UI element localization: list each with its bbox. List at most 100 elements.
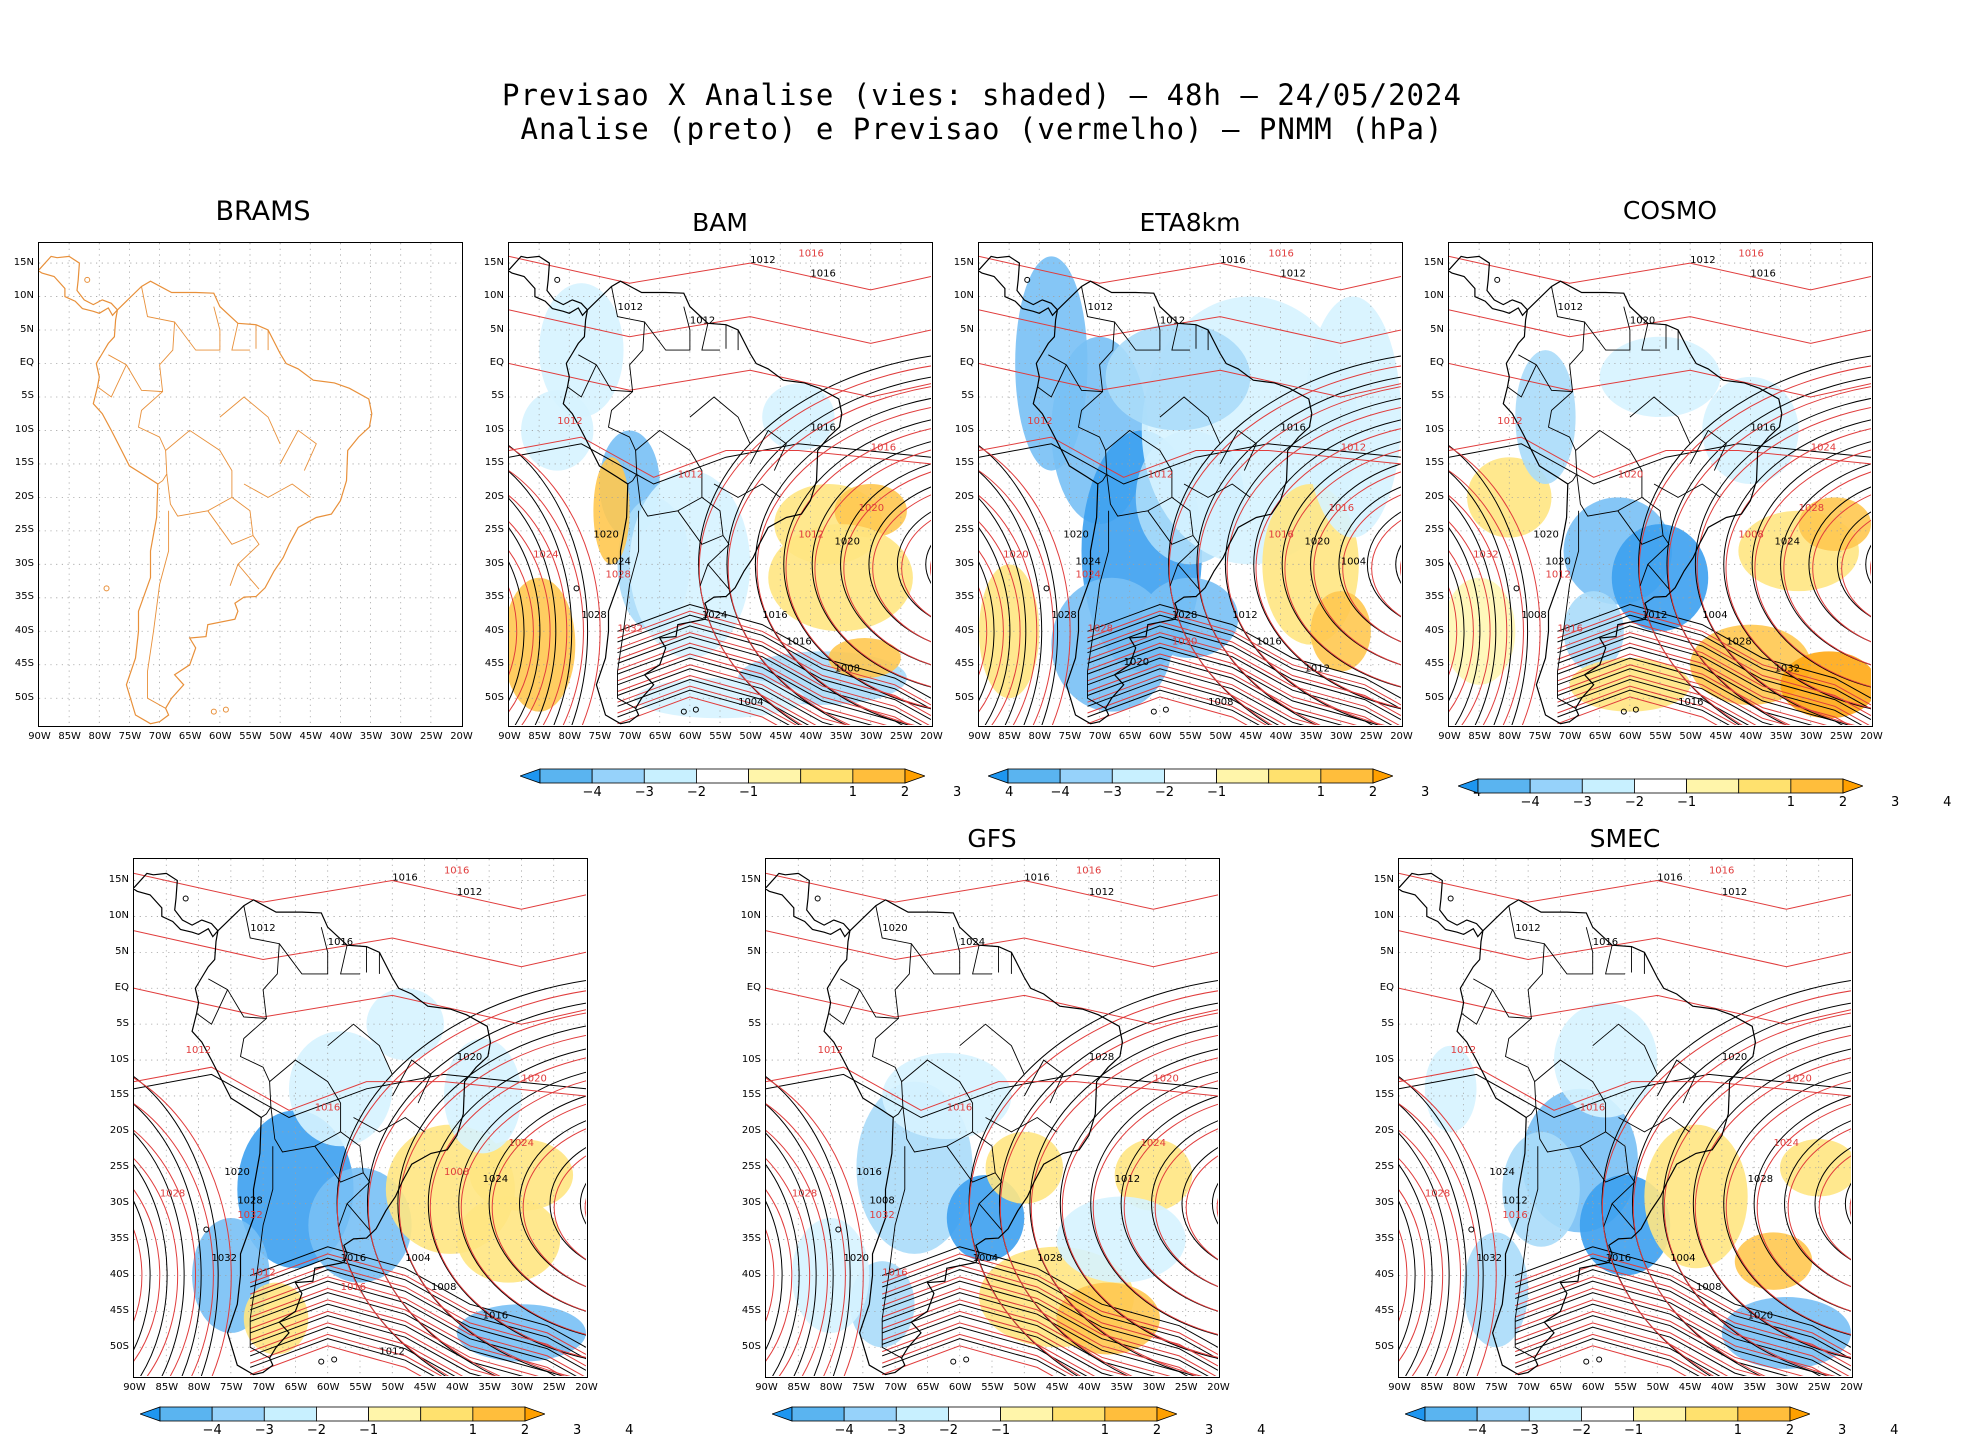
lon-tick-label: 30W: [507, 1382, 537, 1393]
lat-tick-label: 15N: [8, 257, 34, 268]
country-border: [1544, 927, 1592, 974]
forecast-contour: [766, 873, 1218, 909]
analysis-isobar-label: 1016: [392, 873, 417, 884]
forecast-isobar-label: 1016: [315, 1102, 340, 1113]
lat-tick-label: 30S: [1418, 558, 1444, 569]
lon-tick-label: 45W: [766, 731, 796, 742]
analysis-isobar-label: 1016: [1750, 268, 1775, 279]
lon-tick-label: 25W: [1826, 731, 1856, 742]
colorbar-swatches: [1458, 778, 1863, 794]
analysis-isobar-label: 1024: [960, 937, 985, 948]
colorbar-swatch: [1582, 779, 1634, 793]
analysis-isobar-label: 1008: [431, 1282, 456, 1293]
forecast-isobar-label: 1012: [1545, 570, 1570, 581]
forecast-isobar-label: 1016: [1558, 623, 1583, 634]
map-canvas-gfs: 1016101210201024102810161012100810041020…: [766, 859, 1218, 1376]
bias-area: [509, 578, 575, 712]
colorbar-swatch: [1105, 1407, 1157, 1421]
lat-tick-label: 10N: [735, 910, 761, 921]
country-border: [98, 365, 127, 397]
lat-tick-label: 10N: [478, 290, 504, 301]
forecast-isobar-label: 1032: [869, 1210, 894, 1221]
colorbar-swatch: [160, 1407, 212, 1421]
country-border: [645, 307, 690, 351]
analysis-isobar-label: 1016: [856, 1167, 881, 1178]
analysis-isobar-label: 1024: [483, 1174, 508, 1185]
panel-title-eta8km: ETA8km: [1090, 208, 1290, 237]
forecast-isobar-label: 1016: [1580, 1102, 1605, 1113]
lon-tick-label: 40W: [326, 731, 356, 742]
country-border: [241, 1018, 271, 1117]
panel-title-smec: SMEC: [1525, 824, 1725, 853]
lon-tick-label: 65W: [1546, 1382, 1576, 1393]
colorbar-label: −4: [579, 785, 605, 800]
forecast-isobar-label: 1016: [882, 1267, 907, 1278]
country-border: [108, 287, 174, 392]
analysis-isobar-label: 1012: [1160, 315, 1185, 326]
colorbar-label: 3: [944, 785, 970, 800]
colorbar-swatch: [696, 769, 748, 783]
lon-tick-label: 45W: [1236, 731, 1266, 742]
lat-tick-label: 15N: [735, 874, 761, 885]
lon-tick-label: 70W: [1514, 1382, 1544, 1393]
country-border: [244, 484, 310, 497]
island: [815, 896, 820, 901]
lon-tick-label: 75W: [1055, 731, 1085, 742]
colorbar-label: 2: [1360, 785, 1386, 800]
lat-tick-label: 50S: [478, 692, 504, 703]
analysis-isobar-label: 1028: [1089, 1052, 1114, 1063]
analysis-isobar-label: 1008: [869, 1196, 894, 1207]
lon-tick-label: 55W: [1176, 731, 1206, 742]
lat-tick-label: EQ: [735, 982, 761, 993]
lon-tick-label: 75W: [1481, 1382, 1511, 1393]
lat-tick-label: 5N: [735, 946, 761, 957]
analysis-isobar-label: 1020: [1748, 1311, 1773, 1322]
lat-tick-label: 15S: [1418, 457, 1444, 468]
lat-tick-label: 15S: [948, 457, 974, 468]
lon-tick-label: 90W: [120, 1382, 150, 1393]
forecast-isobar-label: 1028: [1799, 503, 1824, 514]
lat-tick-label: 20S: [948, 491, 974, 502]
colorbar-swatch: [896, 1407, 948, 1421]
country-border: [911, 927, 959, 974]
lon-tick-label: 20W: [1857, 731, 1887, 742]
lat-tick-label: 15N: [103, 874, 129, 885]
country-border: [148, 511, 169, 709]
colorbar-swatch: [1112, 769, 1164, 783]
lon-tick-label: 50W: [266, 731, 296, 742]
analysis-isobar-label: 1012: [1089, 887, 1114, 898]
country-border: [1585, 307, 1630, 351]
forecast-isobar-label: 1016: [1268, 248, 1293, 259]
analysis-isobar-label: 1012: [1558, 302, 1583, 313]
analysis-isobar-label: 1028: [1172, 610, 1197, 621]
lon-tick-label: 80W: [184, 1382, 214, 1393]
lon-tick-label: 35W: [1296, 731, 1326, 742]
forecast-contour: [882, 1346, 1218, 1376]
analysis-isobar-label: 1020: [1533, 530, 1558, 541]
analysis-isobar-label: 1020: [1630, 315, 1655, 326]
lat-tick-label: 5S: [735, 1018, 761, 1029]
country-border: [175, 307, 220, 351]
analysis-isobar-label: 1016: [328, 937, 353, 948]
lon-tick-label: 20W: [917, 731, 947, 742]
lat-tick-label: 5N: [8, 324, 34, 335]
map-brams: [38, 242, 463, 727]
lon-tick-label: 30W: [1796, 731, 1826, 742]
forecast-isobar-label: 1028: [1425, 1188, 1450, 1199]
forecast-isobar-label: 1012: [818, 1045, 843, 1056]
colorbar-swatch: [1008, 769, 1060, 783]
lon-tick-label: 25W: [1356, 731, 1386, 742]
lon-tick-label: 40W: [442, 1382, 472, 1393]
analysis-isobar-label: 1032: [1775, 663, 1800, 674]
analysis-isobar-label: 1024: [1075, 556, 1100, 567]
forecast-contour: [1449, 256, 1871, 290]
analysis-isobar-label: 1016: [1657, 873, 1682, 884]
lon-tick-label: 75W: [585, 731, 615, 742]
colorbar-swatch: [1060, 769, 1112, 783]
lat-tick-label: 5S: [8, 390, 34, 401]
lon-tick-label: 30W: [386, 731, 416, 742]
lat-tick-label: 30S: [103, 1197, 129, 1208]
lat-tick-label: 25S: [1418, 524, 1444, 535]
